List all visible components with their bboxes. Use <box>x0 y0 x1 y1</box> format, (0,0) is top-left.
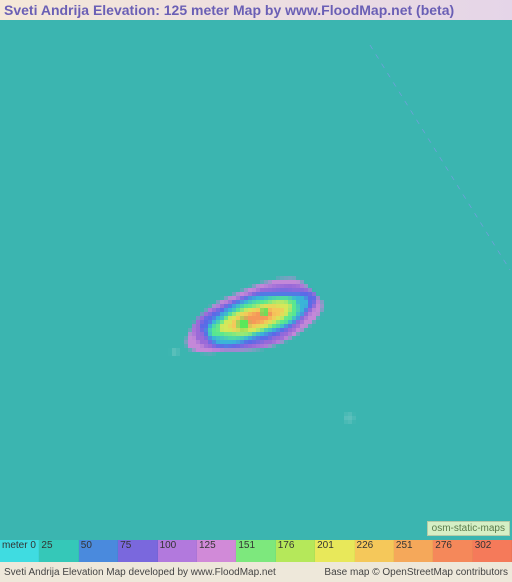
elevation-map: osm-static-maps <box>0 20 512 540</box>
legend-stop: 100 <box>158 540 197 562</box>
page-title: Sveti Andrija Elevation: 125 meter Map b… <box>0 0 512 20</box>
legend-stop: meter 0 <box>0 540 39 562</box>
legend-stop: 226 <box>355 540 394 562</box>
legend-stop: 276 <box>433 540 472 562</box>
legend-stop: 151 <box>236 540 275 562</box>
footer-credit-right: Base map © OpenStreetMap contributors <box>324 567 508 578</box>
map-container: Sveti Andrija Elevation: 125 meter Map b… <box>0 0 512 582</box>
legend-stop: 251 <box>394 540 433 562</box>
legend-stop: 176 <box>276 540 315 562</box>
elevation-legend: meter 0255075100125151176201226251276302 <box>0 540 512 562</box>
map-source-tag: osm-static-maps <box>427 521 510 536</box>
legend-stop: 25 <box>39 540 78 562</box>
footer-bar: Sveti Andrija Elevation Map developed by… <box>0 562 512 582</box>
legend-stop: 302 <box>473 540 512 562</box>
legend-stop: 75 <box>118 540 157 562</box>
legend-stop: 201 <box>315 540 354 562</box>
legend-stop: 125 <box>197 540 236 562</box>
legend-stop: 50 <box>79 540 118 562</box>
map-canvas <box>0 20 512 540</box>
footer-credit-left: Sveti Andrija Elevation Map developed by… <box>4 567 276 578</box>
